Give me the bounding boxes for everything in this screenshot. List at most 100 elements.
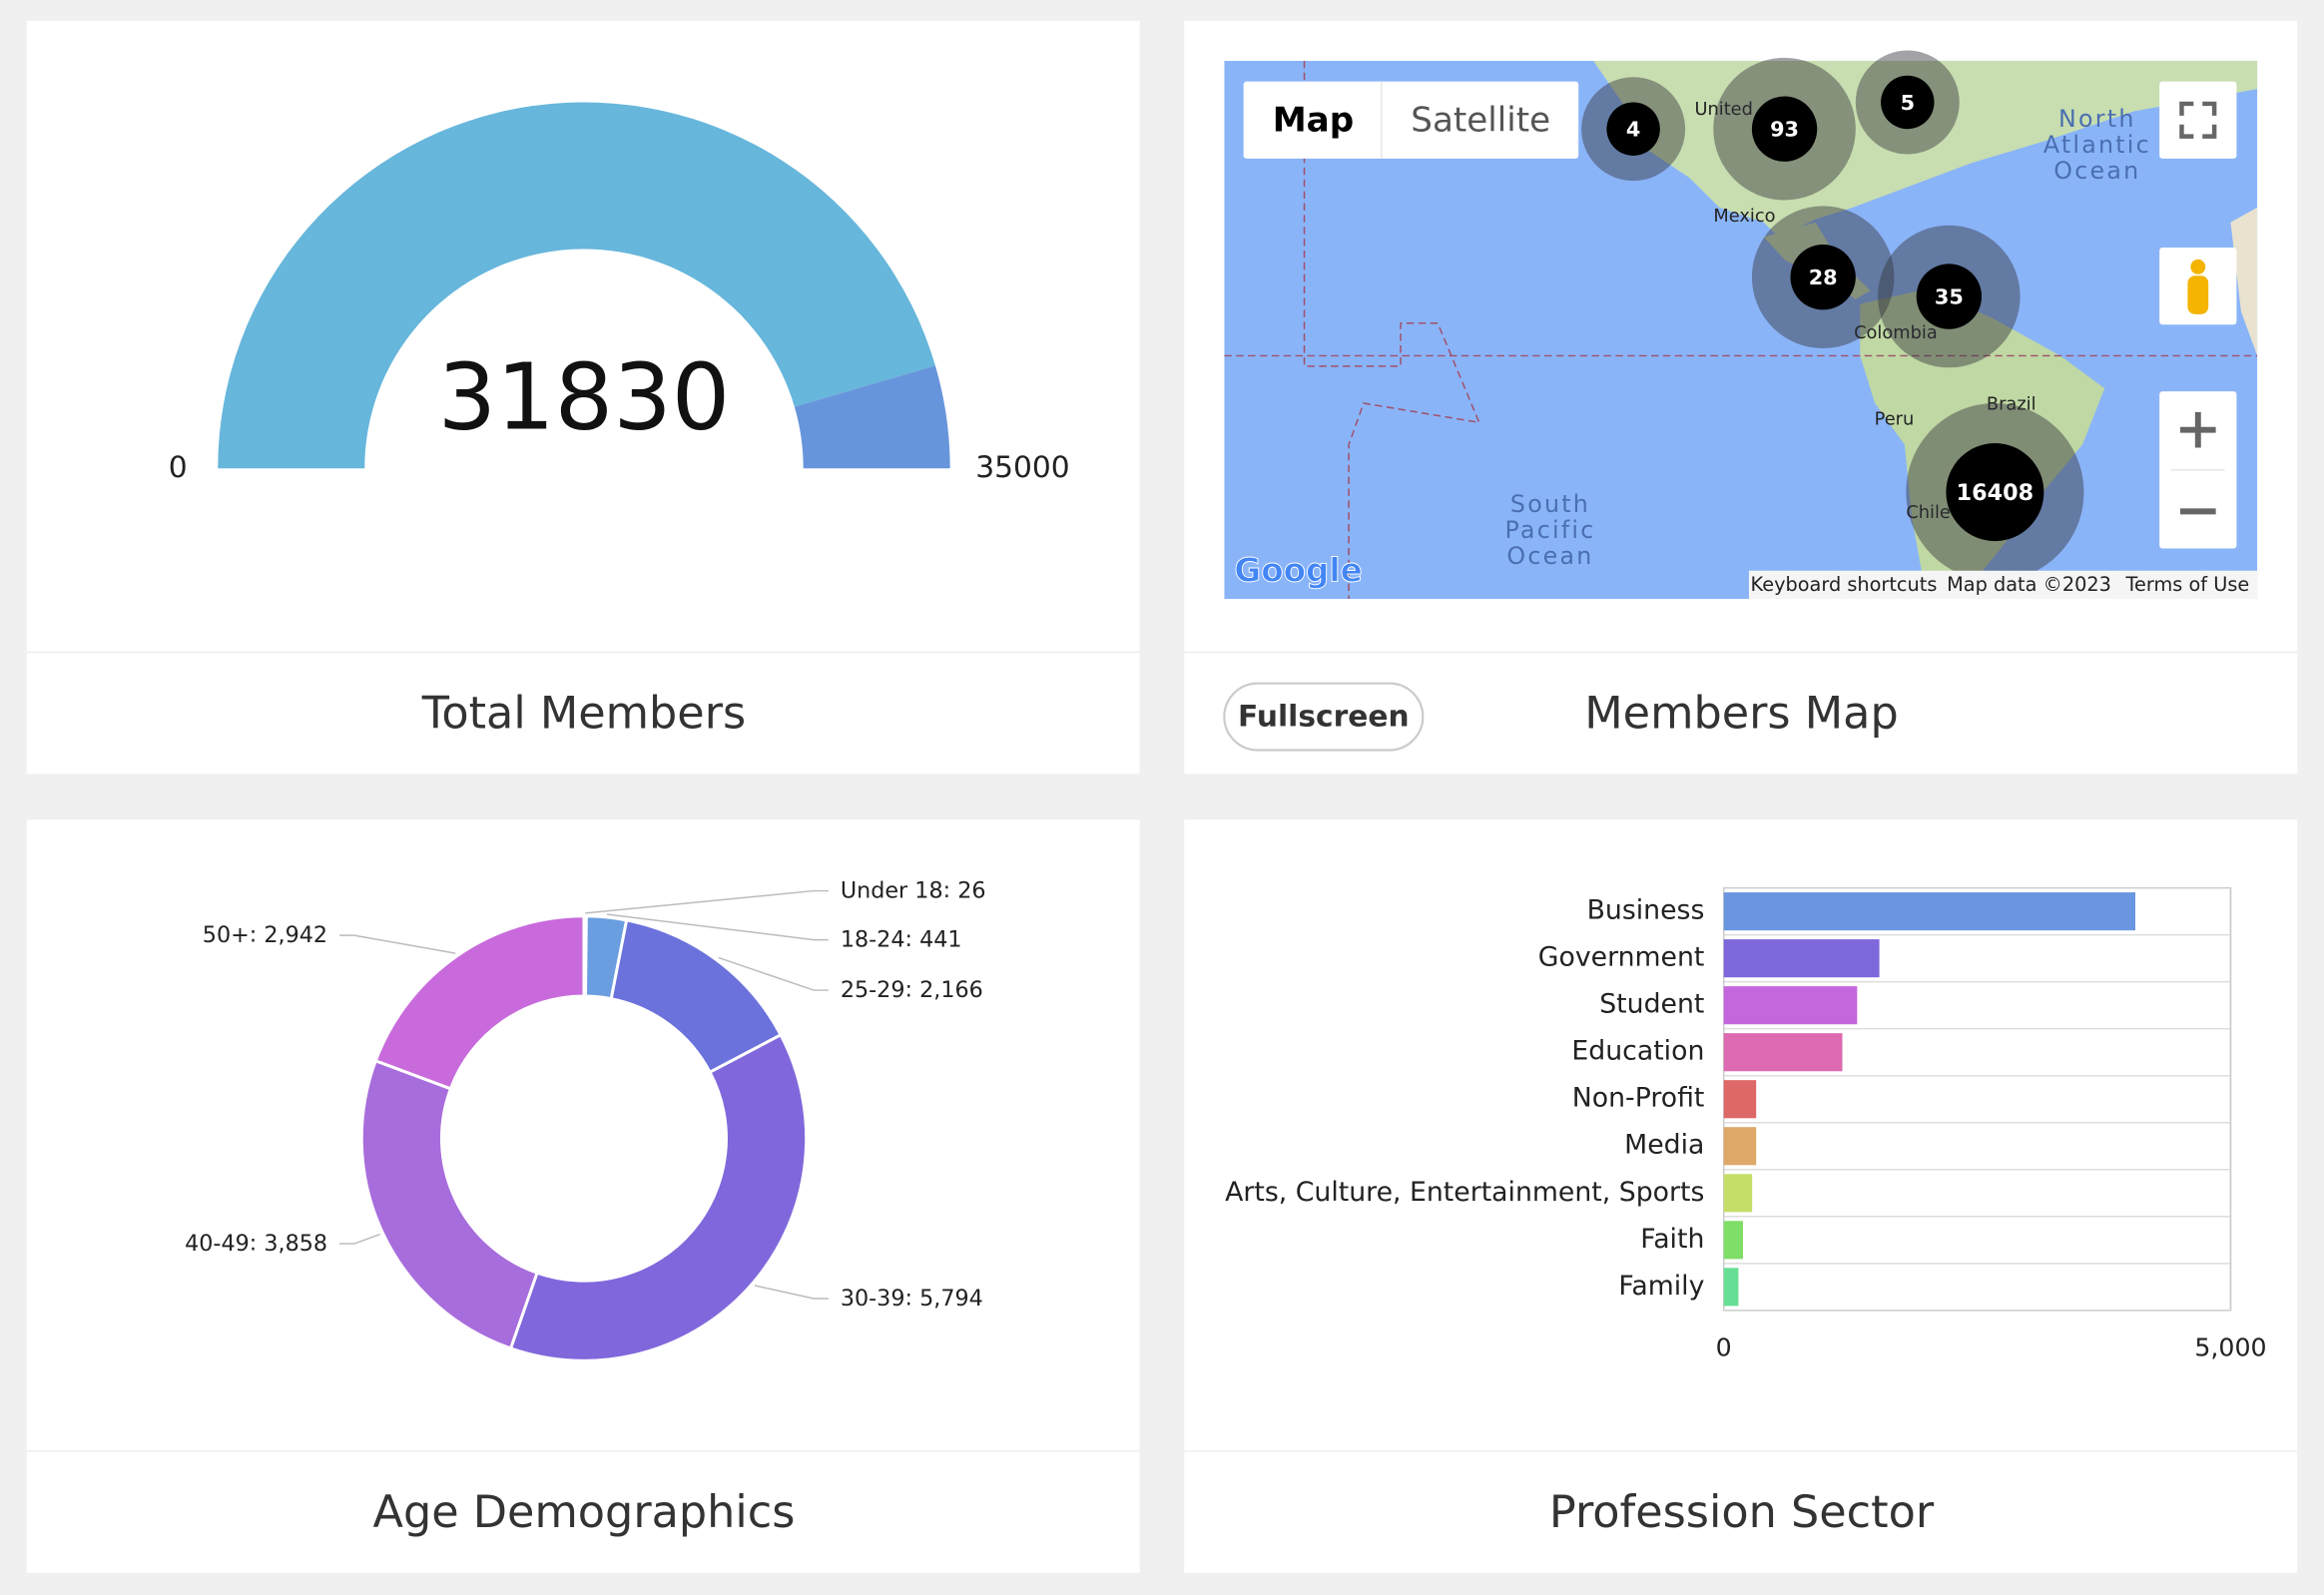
bar <box>1723 1174 1753 1213</box>
pie-label-value: 2,942 <box>264 922 327 948</box>
x-tick-label: 0 <box>1716 1332 1732 1361</box>
y-tick-label: Media <box>1624 1130 1704 1161</box>
land <box>2230 207 2258 356</box>
pie-label-category: Under 18 <box>841 877 943 903</box>
gauge-arc <box>218 102 935 469</box>
cluster[interactable] <box>1751 96 1818 162</box>
pie-label: Under 18: 26 <box>841 877 986 903</box>
cluster[interactable] <box>1881 75 1935 130</box>
pie-slice <box>373 914 586 1091</box>
fullscreen-control[interactable] <box>2159 81 2237 159</box>
pie-label-value: 5,794 <box>919 1285 983 1311</box>
land <box>1593 60 2258 238</box>
pie-label: 25-29: 2,166 <box>841 977 983 1003</box>
attribution-bar <box>1748 570 2258 599</box>
cluster-count[interactable]: 93 <box>1770 118 1799 142</box>
pie-label-value: 26 <box>957 877 985 903</box>
pie-label-value: 441 <box>919 926 961 952</box>
cluster[interactable] <box>1790 245 1856 310</box>
pie-label-category: 30-39 <box>841 1285 905 1311</box>
gauge-value: 31830 <box>438 343 731 450</box>
fullscreen-icon <box>2179 101 2217 139</box>
gauge-arc <box>794 365 950 469</box>
bar <box>1723 986 1858 1025</box>
pie-label-category: 50+ <box>203 922 250 948</box>
bar <box>1723 1268 1739 1307</box>
attribution[interactable]: Terms of Use <box>2125 573 2250 596</box>
pie-slice <box>359 1058 539 1350</box>
panel-title: Age Demographics <box>372 1486 795 1538</box>
place-label: United <box>1694 99 1752 120</box>
y-tick-label: Family <box>1618 1271 1704 1302</box>
donut-chart: Under 18: 26 18-24: 441 25-29: 2,166 30-39:… <box>185 877 986 1362</box>
panel-title: Total Members <box>421 687 746 739</box>
boundary <box>1303 60 1480 599</box>
cluster-count[interactable]: 4 <box>1626 118 1640 142</box>
leader-line <box>754 1285 829 1300</box>
map-type[interactable]: Satellite <box>1411 100 1550 140</box>
cluster-count[interactable]: 28 <box>1809 266 1838 289</box>
panel-title: Profession Sector <box>1549 1486 1935 1538</box>
land <box>1860 288 2105 599</box>
cluster[interactable] <box>1606 102 1660 156</box>
zoom-in-icon[interactable] <box>2179 411 2216 448</box>
button-label[interactable]: Fullscreen <box>1238 699 1410 734</box>
attribution[interactable]: Keyboard shortcuts <box>1751 573 1938 596</box>
place-label: Mexico <box>1713 206 1775 227</box>
cluster-count[interactable]: 35 <box>1935 285 1964 309</box>
bar <box>1723 1127 1757 1166</box>
bar-chart: 0 5,000 Business Government Student Education… <box>1225 886 2267 1361</box>
gauge-range-label: 35000 <box>975 450 1069 485</box>
fullscreen-button[interactable] <box>1223 682 1425 752</box>
leader-line <box>338 934 456 954</box>
x-tick-label: 5,000 <box>2194 1332 2266 1361</box>
y-tick-label: Student <box>1599 989 1704 1020</box>
leader-line <box>718 956 829 991</box>
ocean-label: Pacific <box>1504 516 1595 544</box>
y-tick-label: Government <box>1538 942 1705 973</box>
bar <box>1723 939 1880 978</box>
bar <box>1723 1080 1757 1119</box>
attribution: Map data ©2023 <box>1947 573 2111 596</box>
cluster[interactable] <box>1946 443 2044 542</box>
map-overlay: United Mexico Colombia Peru Brazil Chile North… <box>1504 50 2151 582</box>
pie-label-category: 25-29 <box>841 977 905 1003</box>
place-label: Peru <box>1875 408 1915 429</box>
panel-title: Members Map <box>1584 687 1898 739</box>
map-type-control[interactable] <box>1243 81 1579 159</box>
pie-label: 40-49: 3,858 <box>185 1231 327 1257</box>
y-tick-label: Arts, Culture, Entertainment, Sports <box>1225 1177 1704 1208</box>
pegman-icon <box>2187 275 2209 314</box>
pie-slice <box>508 1032 809 1362</box>
leader-line <box>338 1233 380 1245</box>
gauge-chart: 31830 0 35000 <box>169 102 1070 485</box>
pie-label: 50+: 2,942 <box>203 922 327 948</box>
pie-label-value: 2,166 <box>919 977 983 1003</box>
place-label: Chile <box>1906 502 1951 523</box>
pegman-icon <box>2190 259 2206 274</box>
map-type[interactable]: Map <box>1273 100 1354 140</box>
place-label: Colombia <box>1854 322 1938 343</box>
pie-label: 18-24: 441 <box>841 926 962 952</box>
pie-label-value: 3,858 <box>264 1231 327 1257</box>
google-logo: Google <box>1234 551 1362 589</box>
map-controls: Map Satellite Keyboard shortcuts Map data… <box>1234 81 2258 599</box>
y-tick-label: Faith <box>1640 1224 1704 1255</box>
bar <box>1723 1221 1743 1260</box>
y-tick-label: Education <box>1571 1036 1704 1067</box>
leader-line <box>585 889 829 914</box>
ocean-label: Atlantic <box>2043 131 2151 159</box>
cluster-count[interactable]: 5 <box>1901 91 1915 115</box>
leader-line <box>606 913 829 941</box>
map[interactable] <box>1224 60 2258 599</box>
y-tick-label: Non-Profit <box>1572 1083 1705 1114</box>
ocean-label: South <box>1510 490 1590 518</box>
ocean-label: North <box>2058 105 2136 133</box>
cluster-count[interactable]: 16408 <box>1957 480 2034 506</box>
place-label: Brazil <box>1987 393 2036 414</box>
ocean-label: Ocean <box>1506 542 1593 570</box>
cluster[interactable] <box>1916 264 1983 329</box>
pie-label-category: 40-49 <box>185 1231 250 1257</box>
ocean-label: Ocean <box>2053 157 2140 185</box>
